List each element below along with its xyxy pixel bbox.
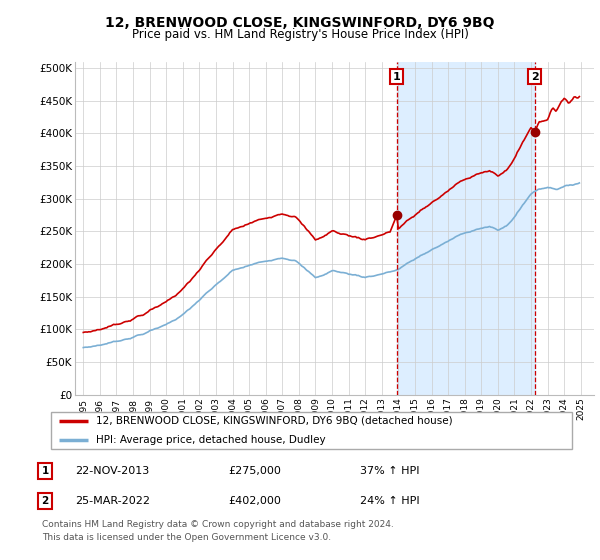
Text: 22-NOV-2013: 22-NOV-2013 [75, 466, 149, 476]
Text: 12, BRENWOOD CLOSE, KINGSWINFORD, DY6 9BQ (detached house): 12, BRENWOOD CLOSE, KINGSWINFORD, DY6 9B… [95, 416, 452, 426]
Bar [397, 62, 535, 395]
Text: 2: 2 [41, 496, 49, 506]
Text: HPI: Average price, detached house, Dudley: HPI: Average price, detached house, Dudl… [95, 435, 325, 445]
Text: Contains HM Land Registry data © Crown copyright and database right 2024.: Contains HM Land Registry data © Crown c… [42, 520, 394, 529]
Text: 24% ↑ HPI: 24% ↑ HPI [360, 496, 419, 506]
Text: 25-MAR-2022: 25-MAR-2022 [75, 496, 150, 506]
Text: This data is licensed under the Open Government Licence v3.0.: This data is licensed under the Open Gov… [42, 533, 331, 542]
Text: £402,000: £402,000 [228, 496, 281, 506]
Text: £275,000: £275,000 [228, 466, 281, 476]
Text: 1: 1 [41, 466, 49, 476]
Text: 1: 1 [393, 72, 401, 82]
Text: Price paid vs. HM Land Registry's House Price Index (HPI): Price paid vs. HM Land Registry's House … [131, 28, 469, 41]
Text: 2: 2 [531, 72, 539, 82]
Text: 37% ↑ HPI: 37% ↑ HPI [360, 466, 419, 476]
FancyBboxPatch shape [50, 412, 572, 449]
Text: 12, BRENWOOD CLOSE, KINGSWINFORD, DY6 9BQ: 12, BRENWOOD CLOSE, KINGSWINFORD, DY6 9B… [105, 16, 495, 30]
